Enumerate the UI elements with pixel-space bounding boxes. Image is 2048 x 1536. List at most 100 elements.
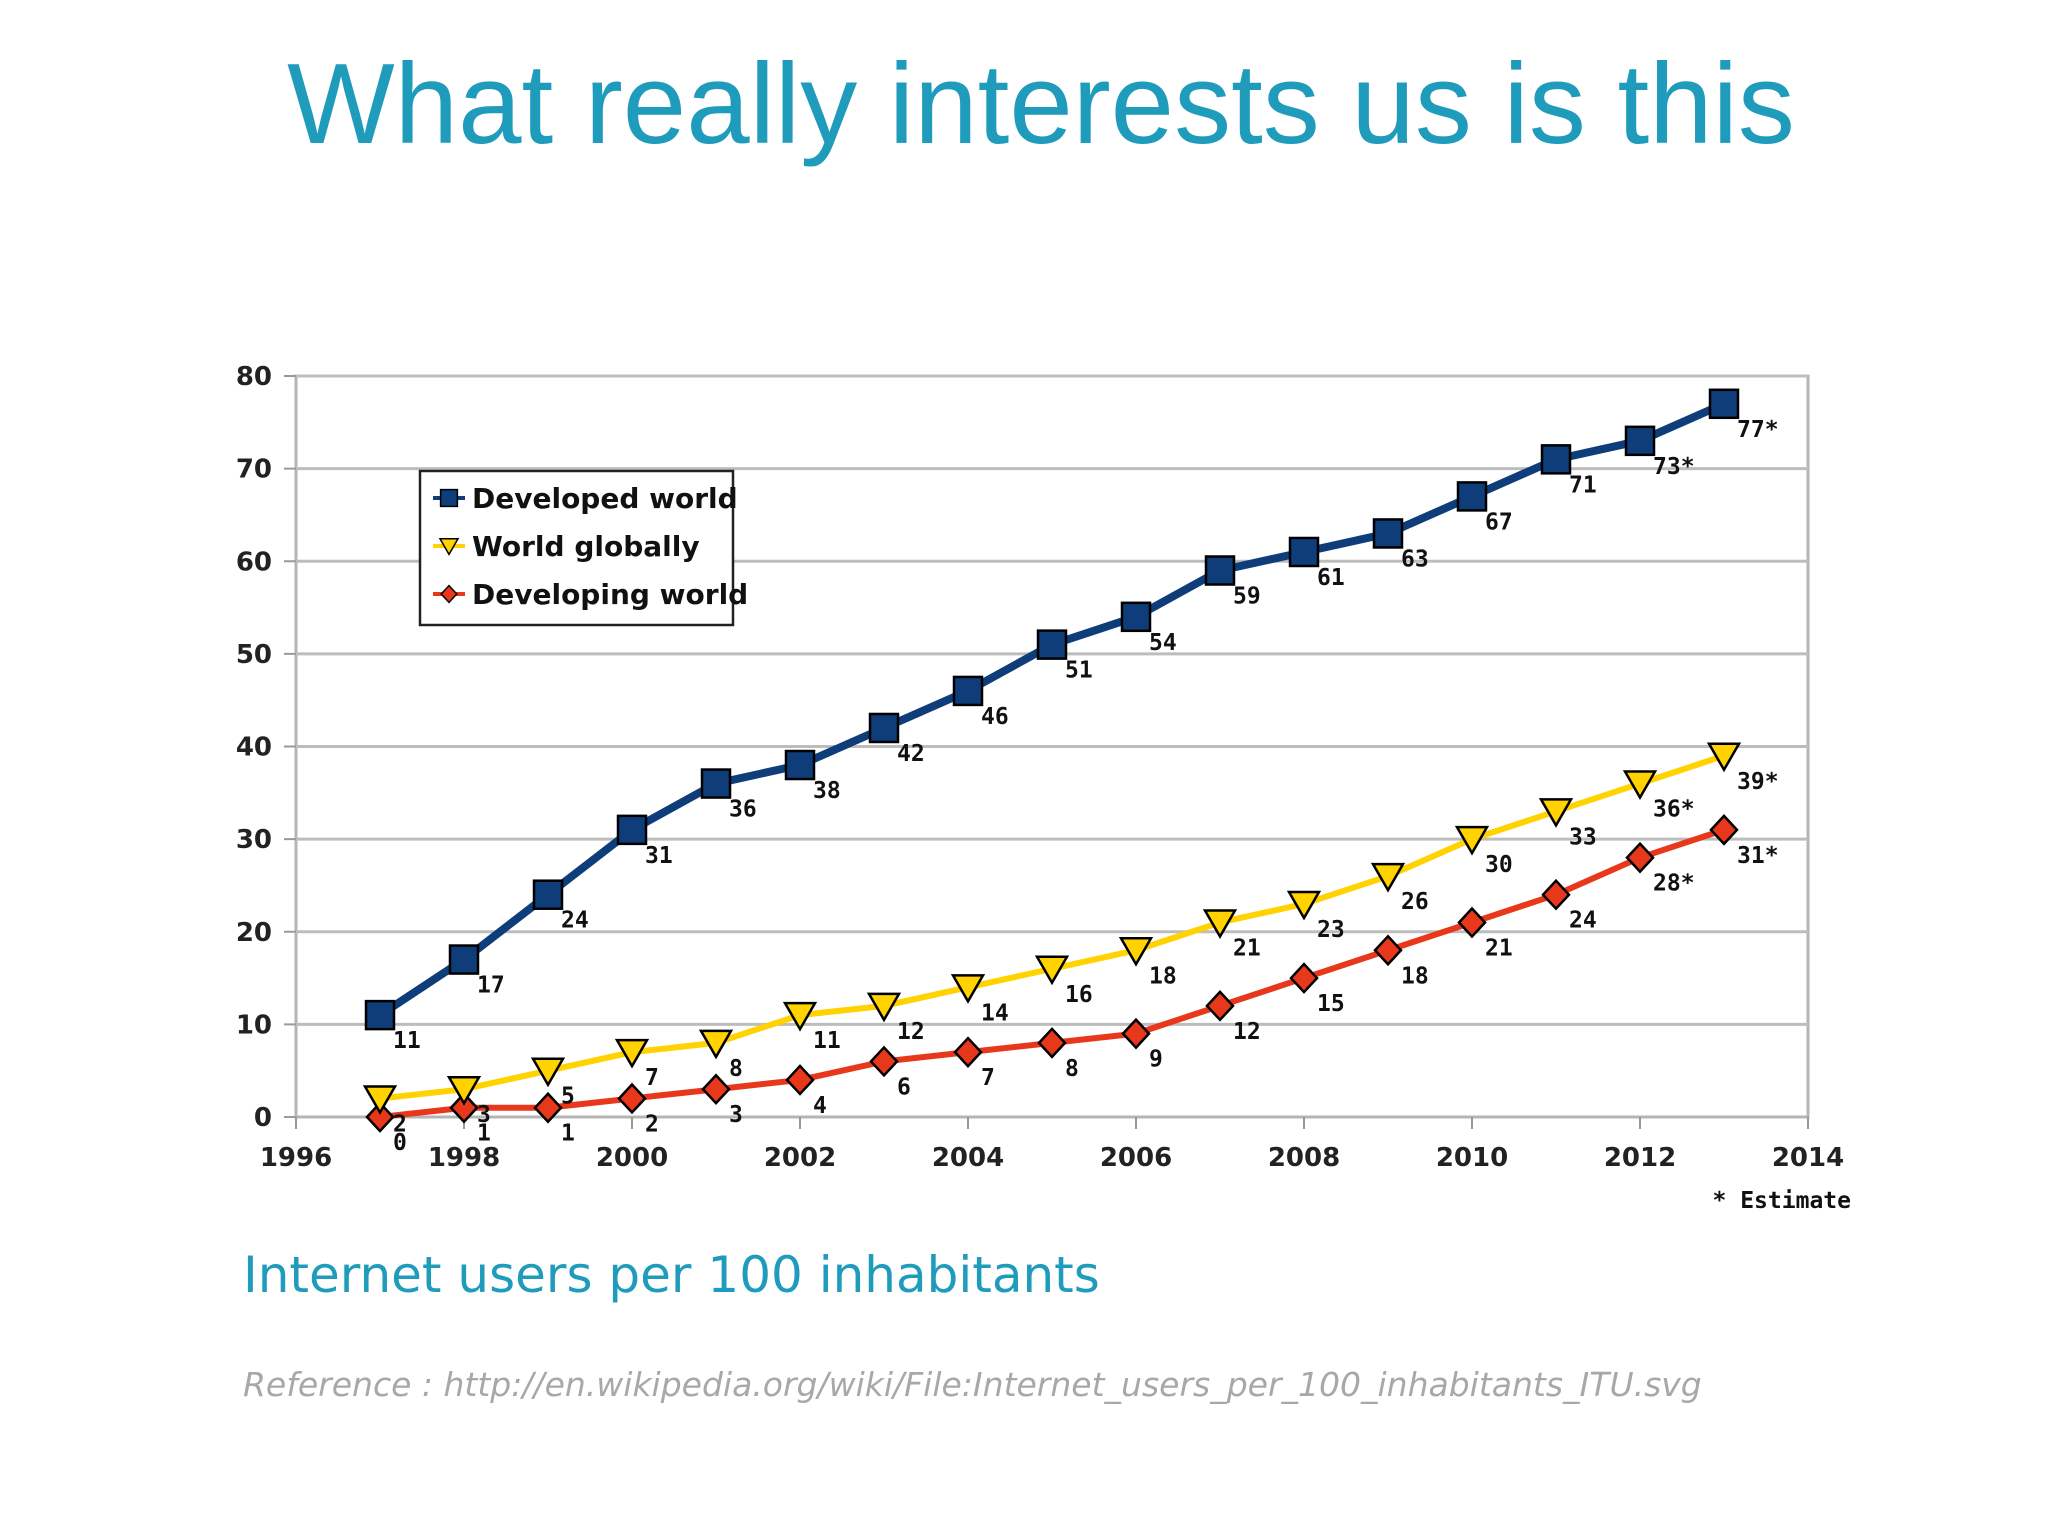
world-globally-point (1538, 798, 1574, 828)
developing-world-data-label: 8 (1065, 1056, 1079, 1082)
legend-label-developed-world: Developed world (472, 482, 738, 515)
developing-world-data-label: 9 (1149, 1047, 1163, 1073)
world-globally-data-label: 23 (1317, 917, 1345, 943)
world-globally-point (614, 1038, 650, 1069)
world-globally-point (698, 1029, 734, 1060)
developing-world-data-label: 3 (729, 1102, 743, 1128)
developing-world-data-label: 4 (813, 1093, 827, 1119)
developing-world-point (869, 1045, 899, 1078)
world-globally-data-label: 26 (1401, 889, 1429, 915)
developed-world-data-label: 73* (1653, 454, 1695, 480)
developed-world-point (1456, 481, 1488, 512)
developed-world-data-label: 67 (1485, 509, 1513, 535)
world-globally-data-label: 18 (1149, 963, 1177, 989)
world-globally-point (950, 974, 986, 1004)
world-globally-data-label: 2 (393, 1111, 407, 1137)
legend-label-developing-world: Developing world (472, 578, 748, 611)
developing-world-point (1457, 906, 1487, 939)
x-tick-label: 2004 (932, 1143, 1004, 1173)
developed-world-data-label: 17 (477, 973, 505, 999)
world-globally-data-label: 36* (1653, 797, 1695, 823)
developed-world-data-label: 42 (897, 741, 925, 767)
world-globally-point (1286, 890, 1322, 921)
world-globally-point (1622, 770, 1658, 801)
world-globally-point (1706, 742, 1742, 773)
world-globally-data-label: 7 (645, 1065, 659, 1091)
world-globally-data-label: 16 (1065, 982, 1093, 1008)
developing-world-point (1541, 878, 1571, 911)
world-globally-data-label: 12 (897, 1019, 925, 1045)
chart-caption: Internet users per 100 inhabitants (243, 1246, 1100, 1304)
developing-world-point (953, 1036, 983, 1068)
x-tick-label: 2014 (1772, 1143, 1844, 1173)
legend-label-world-globally: World globally (472, 530, 700, 563)
x-tick-label: 1996 (260, 1143, 332, 1173)
world-globally-point (1202, 909, 1238, 939)
developing-world-data-label: 1 (477, 1121, 491, 1147)
developing-world-point (1205, 990, 1235, 1022)
world-globally-data-label: 33 (1569, 824, 1597, 850)
developed-world-data-label: 59 (1233, 584, 1261, 610)
developed-world-data-label: 54 (1149, 630, 1177, 656)
developing-world-point (617, 1082, 647, 1115)
developing-world-point (1709, 814, 1739, 846)
developed-world-point (700, 768, 732, 799)
world-globally-point (1370, 862, 1406, 893)
world-globally-data-label: 3 (477, 1102, 491, 1128)
developed-world-data-label: 24 (561, 908, 589, 934)
developing-world-data-label: 21 (1485, 935, 1513, 961)
world-globally-data-label: 5 (561, 1084, 575, 1110)
slide-title: What really interests us is this (287, 41, 1795, 168)
x-tick-label: 2010 (1436, 1143, 1508, 1173)
y-tick-label: 80 (236, 362, 272, 392)
world-globally-point (362, 1085, 398, 1115)
world-globally-data-label: 21 (1233, 935, 1261, 961)
developed-world-point (868, 712, 900, 744)
developed-world-data-label: 63 (1401, 546, 1429, 572)
developed-world-data-label: 71 (1569, 472, 1597, 498)
developing-world-data-label: 12 (1233, 1019, 1261, 1045)
developing-world-data-label: 2 (645, 1111, 659, 1137)
developed-world-data-label: 36 (729, 797, 757, 823)
legend-swatch-marker (439, 488, 459, 508)
developing-world-data-label: 31* (1737, 843, 1779, 869)
developed-world-point (448, 944, 480, 975)
developed-world-data-label: 11 (393, 1028, 421, 1054)
world-globally-point (1454, 825, 1490, 856)
developed-world-point (364, 999, 396, 1031)
developing-world-data-label: 24 (1569, 908, 1597, 934)
developed-world-point (1624, 425, 1656, 457)
estimate-note: * Estimate (1713, 1188, 1851, 1214)
y-tick-label: 10 (236, 1010, 272, 1040)
developed-world-data-label: 51 (1065, 658, 1093, 684)
x-tick-label: 2006 (1100, 1143, 1172, 1173)
x-tick-label: 2008 (1268, 1143, 1340, 1173)
developed-world-point (1372, 518, 1404, 549)
developing-world-point (449, 1091, 479, 1124)
developed-world-point (1288, 536, 1320, 568)
x-tick-label: 2002 (764, 1143, 836, 1173)
world-globally-point (530, 1057, 566, 1088)
y-tick-label: 60 (236, 547, 272, 577)
y-tick-label: 0 (254, 1103, 272, 1133)
world-globally-point (446, 1075, 482, 1106)
developing-world-point (785, 1064, 815, 1096)
legend-box (418, 469, 735, 627)
y-tick-label: 40 (236, 733, 272, 763)
developing-world-data-label: 7 (981, 1065, 995, 1091)
x-tick-label: 2000 (596, 1143, 668, 1173)
developing-world-point (1373, 934, 1403, 967)
developed-world-point (1540, 444, 1572, 475)
world-globally-data-label: 30 (1485, 852, 1513, 878)
y-tick-label: 20 (236, 918, 272, 948)
developed-world-point (1120, 601, 1152, 633)
developing-world-data-label: 15 (1317, 991, 1345, 1017)
developed-world-point (1204, 555, 1236, 586)
world-globally-point (1034, 955, 1070, 986)
developing-world-point (1625, 841, 1655, 874)
developed-world-point (1036, 629, 1068, 660)
developed-world-point (616, 814, 648, 846)
developed-world-data-label: 77* (1737, 417, 1779, 443)
reference-link[interactable]: Reference : http://en.wikipedia.org/wiki… (243, 1365, 1702, 1404)
